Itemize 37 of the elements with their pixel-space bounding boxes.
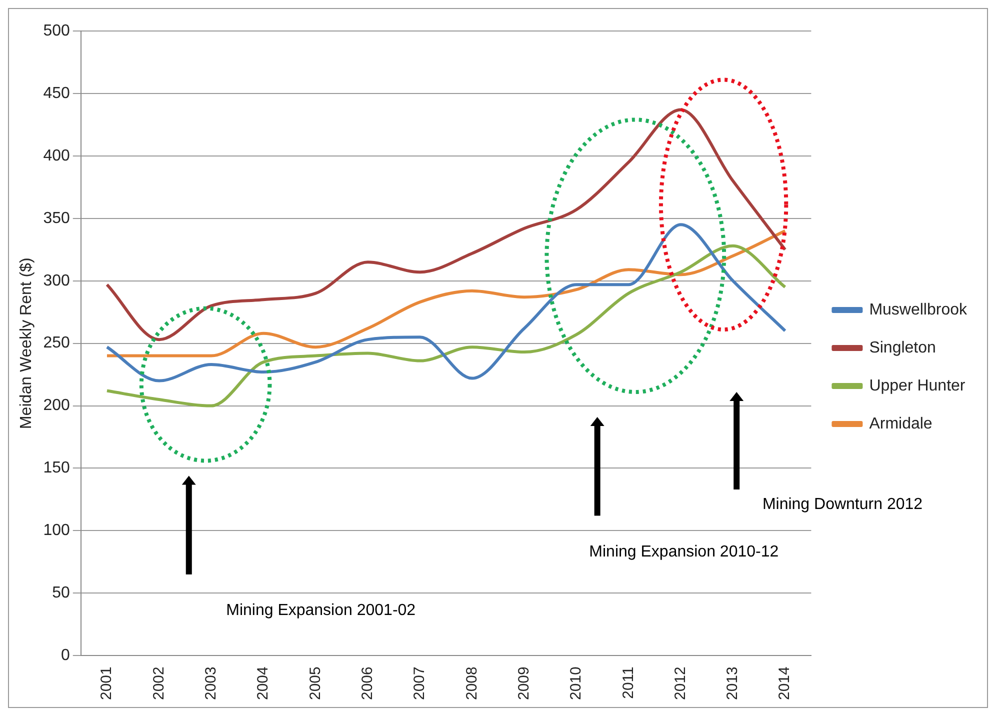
- x-tick-label: 2006: [358, 666, 376, 700]
- x-tick-label: 2002: [150, 666, 168, 700]
- y-tick-label: 0: [60, 647, 70, 664]
- legend-label: Muswellbrook: [869, 301, 968, 318]
- y-tick-label: 400: [43, 147, 70, 164]
- line-series: [105, 108, 787, 342]
- line-series: [105, 244, 787, 408]
- x-tick-label: 2005: [306, 666, 324, 700]
- x-tick-label: 2011: [620, 666, 637, 699]
- y-tick-label: 250: [43, 334, 70, 352]
- x-tick-label: 2014: [776, 666, 794, 700]
- y-axis-title: Meidan Weekly Rent ($): [18, 258, 36, 429]
- y-tick-label: 200: [43, 397, 70, 414]
- x-tick-label: 2012: [672, 666, 689, 700]
- x-tick-label: 2003: [202, 666, 220, 700]
- x-tick-label: 2010: [568, 666, 585, 700]
- legend-label: Upper Hunter: [869, 377, 966, 394]
- x-tick-label: 2004: [254, 666, 272, 700]
- y-tick-label: 300: [43, 272, 70, 290]
- y-tick-label: 500: [43, 22, 70, 40]
- x-tick-label: 2009: [515, 666, 532, 700]
- x-tick-label: 2008: [463, 666, 480, 700]
- annotation: Mining Expansion 2010-12: [589, 543, 779, 560]
- legend-label: Armidale: [869, 415, 932, 432]
- line-series: [105, 223, 787, 382]
- legend-label: Singleton: [869, 339, 936, 356]
- y-tick-label: 50: [52, 584, 70, 602]
- annotation: Mining Expansion 2001-02: [226, 602, 416, 620]
- x-tick-label: 2013: [724, 666, 742, 700]
- x-tick-label: 2007: [411, 666, 428, 700]
- line-series: [105, 229, 787, 358]
- y-tick-label: 100: [43, 522, 70, 540]
- x-tick-label: 2001: [98, 666, 116, 700]
- y-tick-label: 450: [43, 84, 70, 102]
- y-tick-label: 150: [43, 460, 70, 477]
- y-tick-label: 350: [43, 210, 70, 227]
- annotation: Mining Downturn 2012: [762, 496, 923, 513]
